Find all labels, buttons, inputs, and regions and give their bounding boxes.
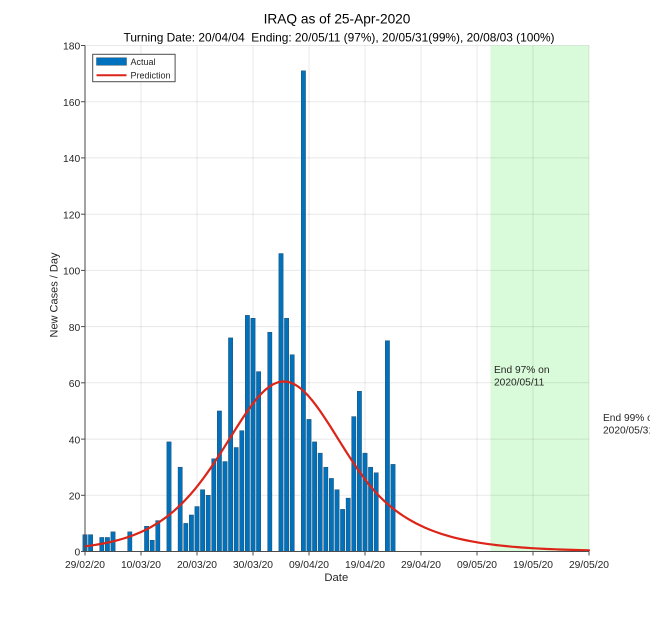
svg-text:Date: Date [324,572,348,584]
svg-text:80: 80 [69,323,81,334]
svg-text:10/03/20: 10/03/20 [121,560,161,571]
svg-text:New Cases / Day: New Cases / Day [49,252,61,337]
svg-text:End 97% on: End 97% on [494,365,550,376]
svg-text:29/04/20: 29/04/20 [401,560,441,571]
svg-text:30/03/20: 30/03/20 [233,560,273,571]
svg-text:2020/05/11: 2020/05/11 [494,378,545,389]
svg-text:09/05/20: 09/05/20 [457,560,497,571]
svg-text:End 99% on: End 99% on [603,413,650,424]
svg-text:Actual: Actual [131,57,156,67]
svg-text:20: 20 [69,492,81,503]
svg-text:Turning Date: 20/04/04 Ending: Turning Date: 20/04/04 Ending: 20/05/11 … [124,31,555,45]
svg-text:100: 100 [63,267,80,278]
svg-text:160: 160 [63,98,80,109]
svg-text:29/02/20: 29/02/20 [65,560,105,571]
svg-text:IRAQ as of 25-Apr-2020: IRAQ as of 25-Apr-2020 [264,12,411,27]
svg-text:0: 0 [74,548,80,559]
svg-text:120: 120 [63,210,80,221]
svg-text:40: 40 [69,435,81,446]
svg-text:140: 140 [63,154,80,165]
svg-text:29/05/20: 29/05/20 [569,560,609,571]
svg-text:19/05/20: 19/05/20 [513,560,553,571]
svg-text:20/03/20: 20/03/20 [177,560,217,571]
svg-text:Prediction: Prediction [131,71,171,81]
svg-text:60: 60 [69,379,81,390]
svg-text:19/04/20: 19/04/20 [345,560,385,571]
svg-text:2020/05/31: 2020/05/31 [603,426,650,437]
svg-text:180: 180 [63,42,80,53]
svg-text:09/04/20: 09/04/20 [289,560,329,571]
